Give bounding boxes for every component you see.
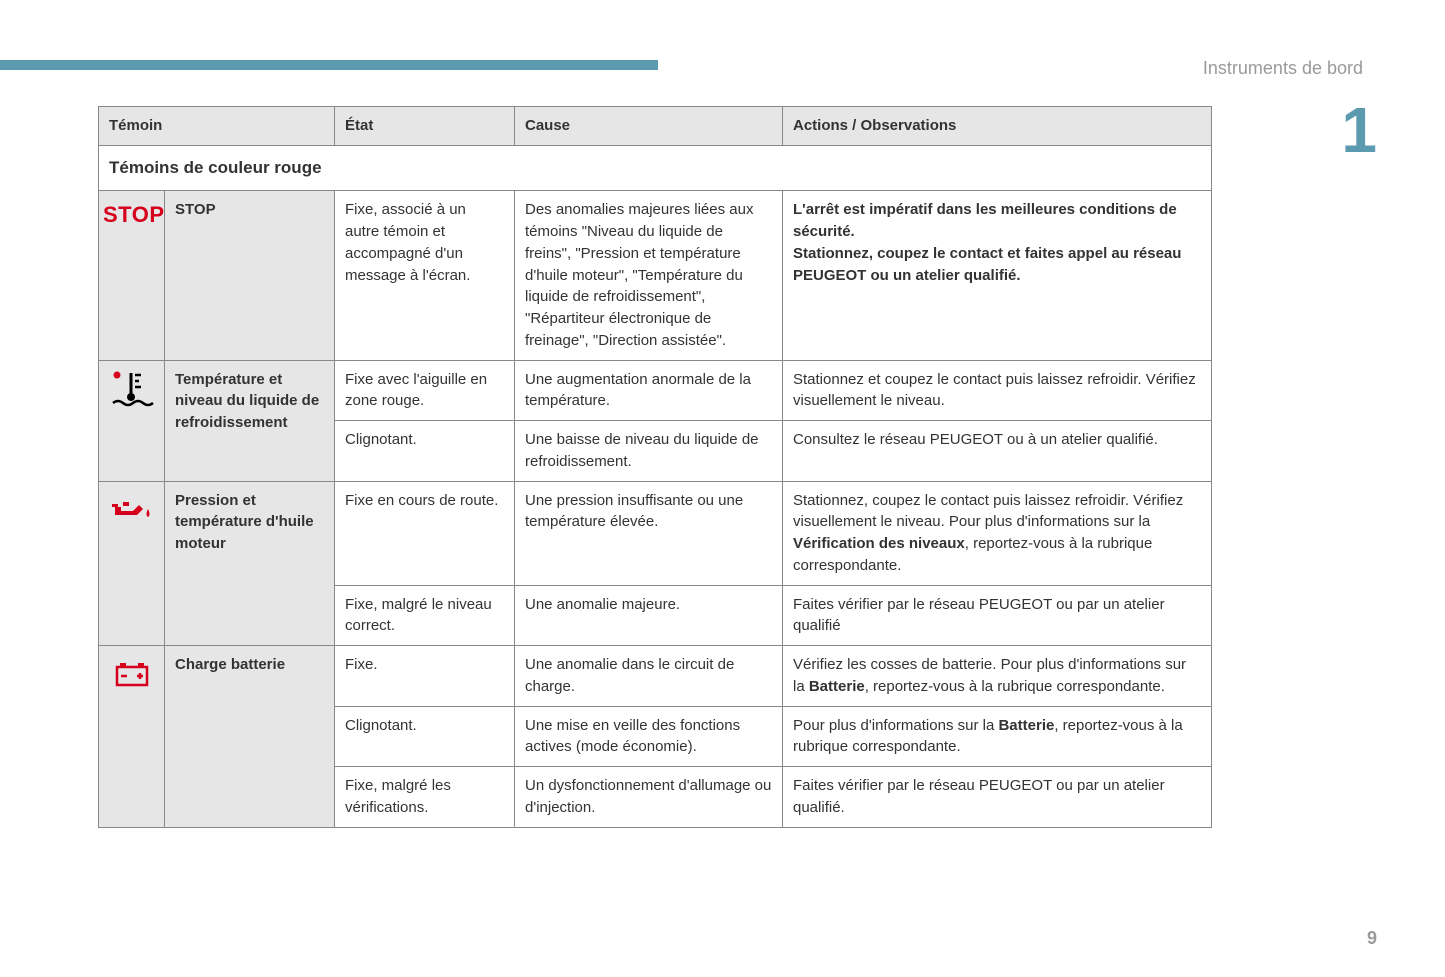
action-cell: Stationnez et coupez le contact puis lai… (783, 360, 1212, 421)
action-line: Stationnez, coupez le contact et faites … (793, 245, 1181, 284)
warning-lights-table: Témoin État Cause Actions / Observations… (98, 106, 1212, 828)
icon-cell-stop: STOP (99, 191, 165, 360)
icon-cell-oil (99, 481, 165, 646)
warning-lights-table-container: Témoin État Cause Actions / Observations… (98, 106, 1212, 828)
col-header-cause: Cause (515, 107, 783, 146)
name-cell: STOP (165, 191, 335, 360)
action-bold: Vérification des niveaux (793, 535, 965, 552)
action-cell: Consultez le réseau PEUGEOT ou à un atel… (783, 421, 1212, 482)
action-bold: Batterie (809, 678, 865, 695)
etat-cell: Fixe, malgré les vérifications. (335, 767, 515, 828)
col-header-actions: Actions / Observations (783, 107, 1212, 146)
header-accent-bar (0, 60, 658, 70)
action-cell: Faites vérifier par le réseau PEUGEOT ou… (783, 767, 1212, 828)
action-text: Stationnez, coupez le contact puis laiss… (793, 492, 1183, 531)
icon-cell-coolant (99, 360, 165, 481)
table-row: Température et niveau du liquide de refr… (99, 360, 1212, 421)
action-cell: L'arrêt est impératif dans les meilleure… (783, 191, 1212, 360)
cause-cell: Une anomalie dans le circuit de charge. (515, 646, 783, 707)
name-cell: Pression et température d'huile moteur (165, 481, 335, 646)
action-cell: Faites vérifier par le réseau PEUGEOT ou… (783, 585, 1212, 646)
cause-cell: Un dysfonctionnement d'allumage ou d'inj… (515, 767, 783, 828)
table-row: Charge batterie Fixe. Une anomalie dans … (99, 646, 1212, 707)
table-row: Pression et température d'huile moteur F… (99, 481, 1212, 585)
chapter-number: 1 (1341, 98, 1377, 162)
action-text: , reportez-vous à la rubrique correspond… (865, 678, 1165, 695)
table-header-row: Témoin État Cause Actions / Observations (99, 107, 1212, 146)
battery-icon (109, 654, 155, 694)
name-cell: Charge batterie (165, 646, 335, 828)
page-number: 9 (1367, 928, 1377, 949)
cause-cell: Une baisse de niveau du liquide de refro… (515, 421, 783, 482)
icon-cell-battery (99, 646, 165, 828)
cause-cell: Une augmentation anormale de la températ… (515, 360, 783, 421)
cause-cell: Des anomalies majeures liées aux témoins… (515, 191, 783, 360)
etat-cell: Clignotant. (335, 706, 515, 767)
etat-cell: Fixe en cours de route. (335, 481, 515, 585)
cause-cell: Une mise en veille des fonctions actives… (515, 706, 783, 767)
etat-cell: Fixe. (335, 646, 515, 707)
oil-pressure-icon (109, 490, 155, 530)
name-cell: Température et niveau du liquide de refr… (165, 360, 335, 481)
action-bold: Batterie (998, 717, 1054, 734)
etat-cell: Fixe avec l'aiguille en zone rouge. (335, 360, 515, 421)
col-header-temoin: Témoin (99, 107, 335, 146)
stop-icon: STOP (103, 202, 165, 227)
section-title: Instruments de bord (1203, 58, 1363, 79)
col-header-etat: État (335, 107, 515, 146)
action-line: L'arrêt est impératif dans les meilleure… (793, 201, 1177, 240)
table-row: STOP STOP Fixe, associé à un autre témoi… (99, 191, 1212, 360)
coolant-temp-icon (109, 369, 155, 409)
etat-cell: Clignotant. (335, 421, 515, 482)
action-cell: Stationnez, coupez le contact puis laiss… (783, 481, 1212, 585)
etat-cell: Fixe, malgré le niveau correct. (335, 585, 515, 646)
action-cell: Pour plus d'informations sur la Batterie… (783, 706, 1212, 767)
action-cell: Vérifiez les cosses de batterie. Pour pl… (783, 646, 1212, 707)
section-title-red: Témoins de couleur rouge (99, 145, 1212, 191)
etat-cell: Fixe, associé à un autre témoin et accom… (335, 191, 515, 360)
cause-cell: Une pression insuffisante ou une tempéra… (515, 481, 783, 585)
action-text: Pour plus d'informations sur la (793, 717, 998, 734)
section-row-red: Témoins de couleur rouge (99, 145, 1212, 191)
cause-cell: Une anomalie majeure. (515, 585, 783, 646)
